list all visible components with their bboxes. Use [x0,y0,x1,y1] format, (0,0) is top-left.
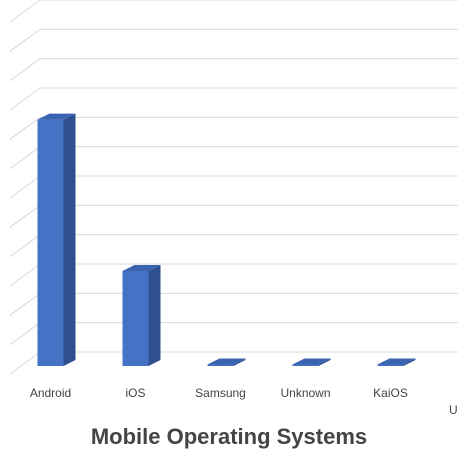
gridline [9,87,458,111]
gridline [9,322,458,346]
gridline [9,28,458,52]
x-tick-label: Samsung [195,386,246,400]
bar-top [122,264,161,271]
bar-side [233,358,246,366]
bar-side [63,113,76,366]
bar [207,364,234,366]
bar [377,364,404,366]
bar [122,270,149,366]
gridline [9,204,458,228]
x-tick-label: iOS [125,386,145,400]
bar [37,119,64,366]
bar-top [207,358,246,365]
bar-side [148,264,161,366]
bar-top [292,358,331,365]
gridline [9,146,458,170]
x-tick-label: Unknown [280,386,330,400]
x-tick-label: KaiOS [373,386,408,400]
gridline [9,116,458,140]
bar [292,364,319,366]
gridline [9,175,458,199]
gridline [9,58,458,82]
bar-side [318,358,331,366]
chart-title: Mobile Operating Systems [90,424,368,449]
bar-top [377,358,416,365]
bar-side [403,358,416,366]
cut-off-tick-label: U [449,403,458,417]
bar-top [37,113,76,120]
gridline [9,234,458,258]
gridline [9,292,458,316]
gridline [9,0,458,23]
gridline [9,263,458,287]
x-tick-label: Android [30,386,71,400]
